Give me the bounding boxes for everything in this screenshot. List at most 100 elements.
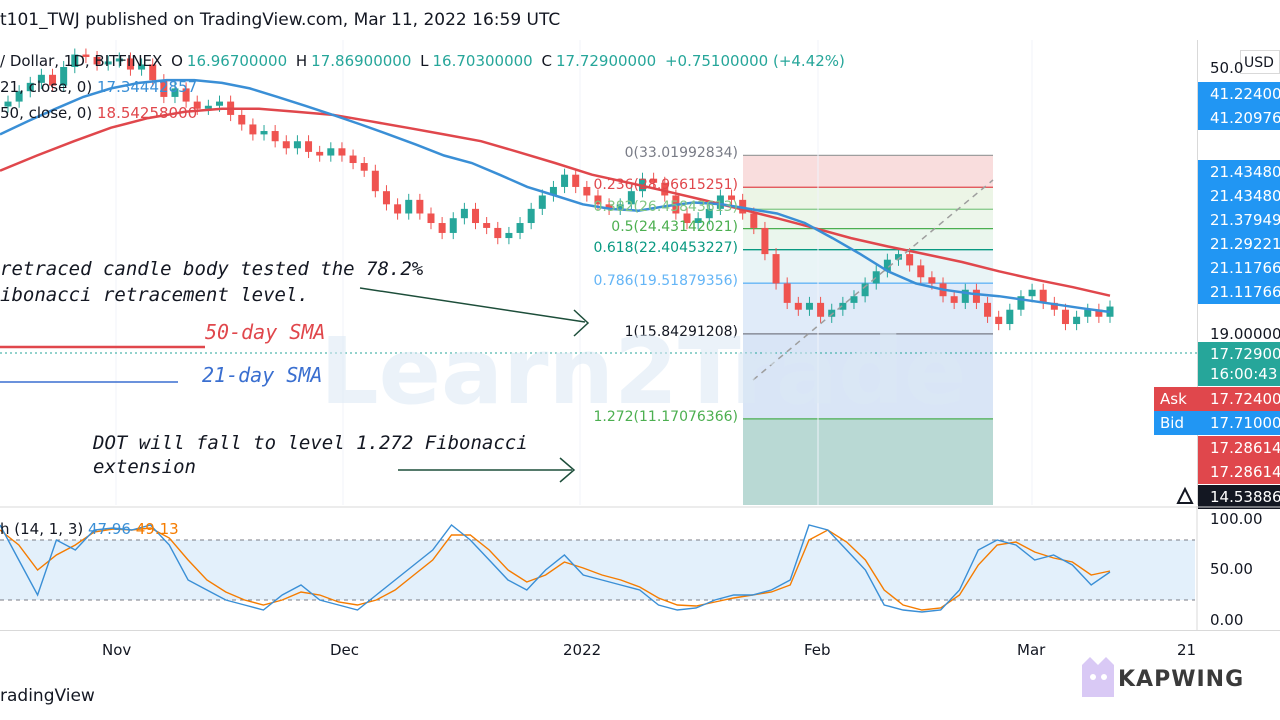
sma50-annotation: 50-day SMA xyxy=(205,320,326,344)
candle xyxy=(115,52,123,68)
price-axis-label: 21.29221 xyxy=(1198,232,1280,256)
fib-level-label: 0.786(19.51879356) xyxy=(593,273,738,290)
stochastic-oscillator-pane[interactable] xyxy=(0,506,1280,630)
stoch-d-value: 49.13 xyxy=(135,520,179,538)
candle xyxy=(794,296,802,316)
candle xyxy=(382,185,390,211)
candle xyxy=(917,259,925,284)
candle xyxy=(405,193,413,220)
candle xyxy=(49,68,57,92)
candle xyxy=(805,296,813,316)
time-label-feb: Feb xyxy=(804,641,831,659)
sma21-value: 17.34442857 xyxy=(96,78,198,96)
price-axis-label: 17.71000 xyxy=(1198,411,1280,435)
candle xyxy=(182,82,190,108)
candle xyxy=(1061,303,1069,331)
time-label-21: 21 xyxy=(1177,641,1197,659)
retrace-arrow xyxy=(359,287,590,337)
close-value: 17.72900000 xyxy=(555,52,657,70)
fall-annotation-line1: DOT will fall to level 1.272 Fibonacci xyxy=(93,432,528,454)
candle xyxy=(650,172,658,189)
time-label-dec: Dec xyxy=(330,641,360,659)
candle xyxy=(627,185,635,211)
candle xyxy=(394,198,402,220)
candle xyxy=(60,60,68,92)
fib-zone-band xyxy=(743,249,993,284)
low-value: 16.70300000 xyxy=(432,52,533,70)
candle xyxy=(527,202,535,230)
sma50-params: 50, close, 0) xyxy=(0,104,93,122)
stoch-params: h (14, 1, 3) xyxy=(0,520,84,538)
price-axis-label: 21.11766 xyxy=(1198,256,1280,280)
sma50-line xyxy=(0,107,1111,297)
candle xyxy=(972,283,980,310)
time-label-mar: Mar xyxy=(1017,641,1046,659)
retrace-annotation-line2: ibonacci retracement level. xyxy=(0,284,309,306)
candle xyxy=(761,221,769,261)
candle xyxy=(160,74,168,104)
time-label-2022: 2022 xyxy=(563,641,602,659)
candle xyxy=(138,58,146,76)
candle xyxy=(4,95,12,113)
candle xyxy=(872,265,880,290)
candle xyxy=(1039,283,1047,310)
candle xyxy=(995,310,1003,331)
candle xyxy=(26,76,34,98)
candle xyxy=(37,68,45,90)
candle xyxy=(416,193,424,220)
ask-label: Ask xyxy=(1154,387,1198,411)
candle xyxy=(249,118,257,141)
fib-zone-band xyxy=(743,155,993,188)
chart-grid xyxy=(115,40,1033,505)
sma50-legend-row[interactable]: 50, close, 0) 18.54258000 xyxy=(0,104,197,122)
change-value: +0.75100000 (+4.42%) xyxy=(664,52,845,70)
candle xyxy=(293,135,301,155)
main-price-chart[interactable] xyxy=(0,40,1198,505)
candle xyxy=(126,52,134,76)
sma21-annotation: 21-day SMA xyxy=(202,363,323,387)
publish-info-text: t101_TWJ published on TradingView.com, M… xyxy=(0,10,561,30)
open-value: 16.96700000 xyxy=(186,52,288,70)
price-axis-label: 41.20976 xyxy=(1198,106,1280,130)
price-axis-label: 17.72400 xyxy=(1198,387,1280,411)
candle xyxy=(260,125,268,141)
candle xyxy=(305,135,313,159)
time-label-nov: Nov xyxy=(102,641,132,659)
osc-axis-50: 50.00 xyxy=(1210,560,1253,578)
tradingview-brand: radingView xyxy=(0,686,95,706)
stoch-d-line xyxy=(0,527,1111,611)
scale-pin-icon xyxy=(1176,486,1194,504)
publish-header: t101_TWJ published on TradingView.com, M… xyxy=(0,0,1280,40)
candle xyxy=(572,168,580,194)
candle xyxy=(561,168,569,194)
symbol-label: / Dollar, 1D, BITFINEX xyxy=(0,52,163,70)
candle xyxy=(427,207,435,230)
candle xyxy=(327,142,335,162)
candle xyxy=(171,82,179,104)
candlestick-series xyxy=(4,48,1114,331)
candle xyxy=(661,176,669,202)
candle xyxy=(861,277,869,303)
candle xyxy=(961,283,969,310)
candle xyxy=(371,164,379,198)
candle xyxy=(783,277,791,310)
candle xyxy=(505,226,513,245)
sma21-params: 21, close, 0) xyxy=(0,78,93,96)
candle xyxy=(828,303,836,323)
learn2trade-watermark: Learn2Trade xyxy=(320,318,967,425)
fib-zone-band xyxy=(743,333,993,419)
fib-level-label: 0.618(22.40453227) xyxy=(593,239,738,256)
bid-label: Bid xyxy=(1154,411,1198,435)
sma21-legend-row[interactable]: 21, close, 0) 17.34442857 xyxy=(0,78,197,96)
open-label: O xyxy=(171,52,183,70)
fib-level-label: 0.5(24.43142021) xyxy=(611,218,738,235)
kapwing-text: KAPWING xyxy=(1118,667,1245,692)
price-axis-label: 21.43480 xyxy=(1198,160,1280,184)
candle xyxy=(950,290,958,310)
candle xyxy=(1095,303,1103,323)
candle xyxy=(583,180,591,202)
time-axis[interactable] xyxy=(0,630,1280,670)
stoch-k-line xyxy=(0,524,1111,613)
candle xyxy=(895,248,903,266)
candle xyxy=(349,149,357,170)
